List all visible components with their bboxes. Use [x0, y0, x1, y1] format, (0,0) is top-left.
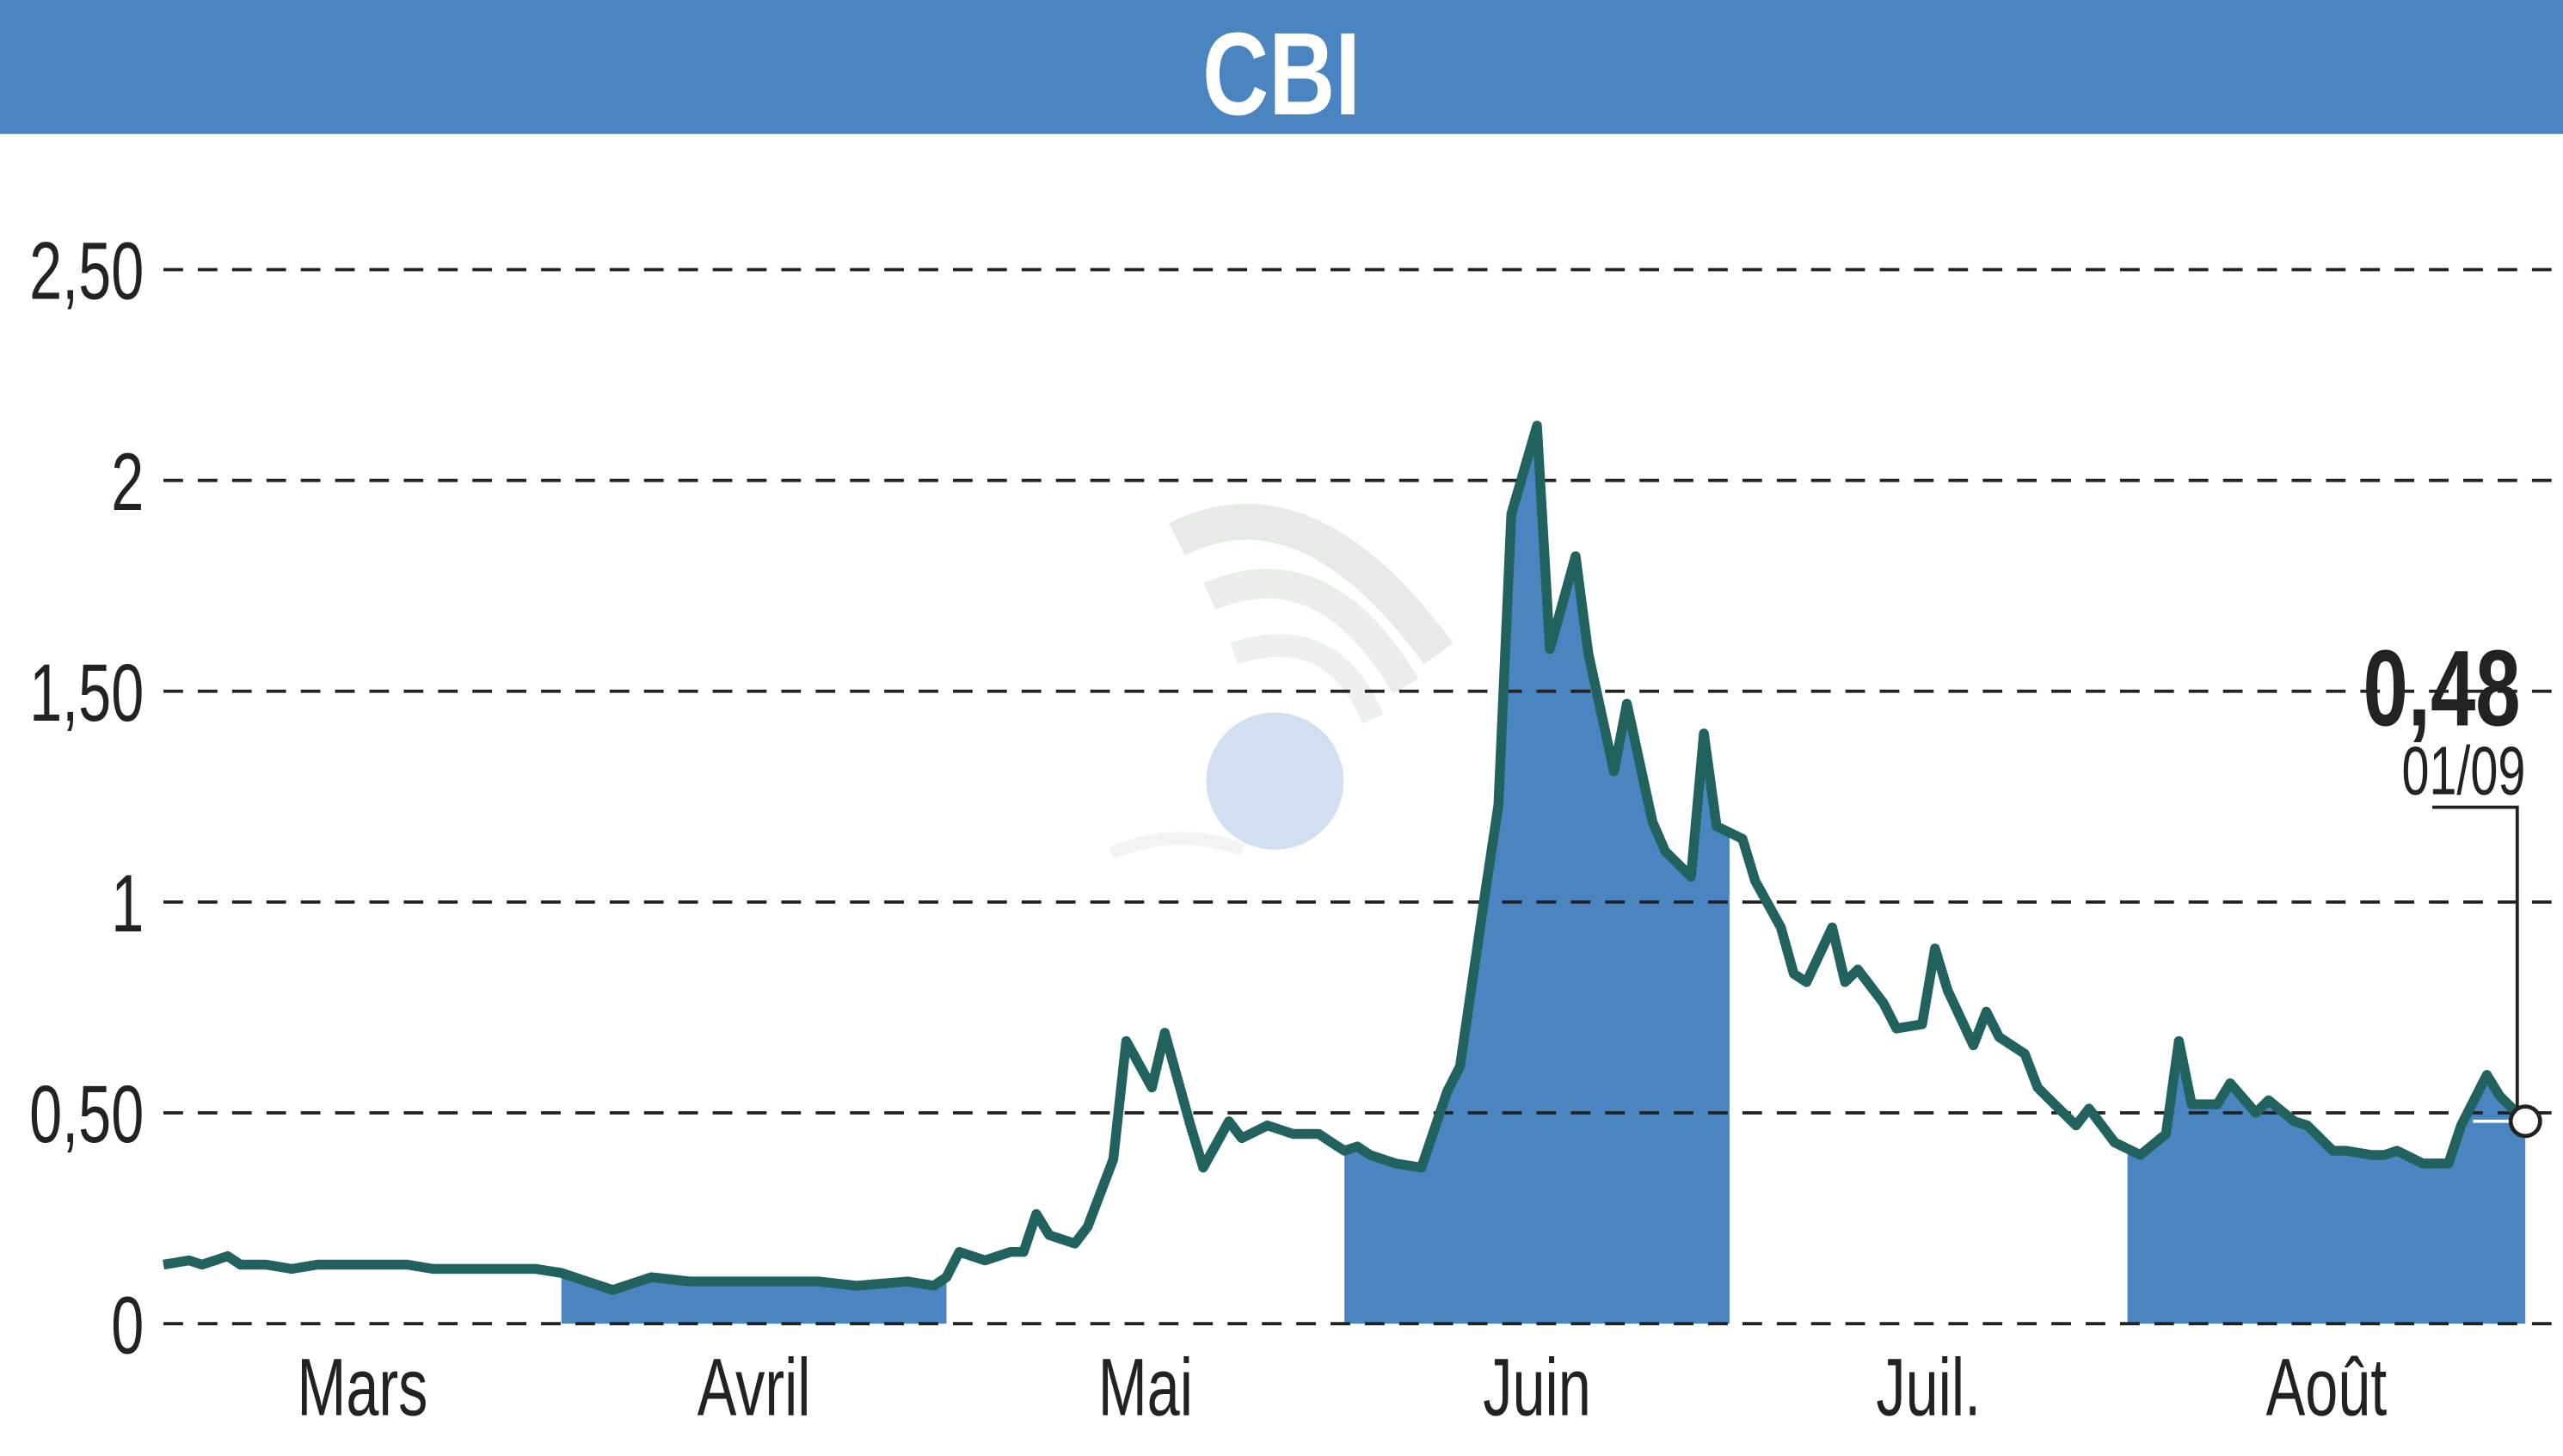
price-line	[163, 421, 2529, 1295]
x-tick-label: Mai	[1098, 1341, 1193, 1433]
y-tick-label: 0,50	[29, 1068, 144, 1160]
y-tick-label: 2	[111, 436, 144, 528]
watermark-logo-icon	[1109, 503, 1454, 859]
y-tick-label: 2,50	[29, 225, 144, 317]
last-value-label: 0,48	[2363, 630, 2521, 749]
y-tick-label: 1,50	[29, 647, 144, 739]
y-tick-label: 0	[111, 1279, 144, 1371]
x-tick-label: Août	[2266, 1341, 2388, 1433]
x-tick-label: Juin	[1483, 1341, 1590, 1433]
callout-leader	[2431, 805, 2519, 1121]
last-value-marker	[2508, 1104, 2542, 1139]
month-band-3	[1344, 425, 1730, 1324]
x-tick-label: Juil.	[1876, 1341, 1981, 1433]
x-tick-label: Mars	[297, 1341, 427, 1433]
chart-title: CBI	[1202, 8, 1361, 139]
title-bar	[0, 0, 2563, 134]
x-tick-label: Avril	[698, 1341, 811, 1433]
last-value-date: 01/09	[2401, 732, 2525, 809]
y-tick-label: 1	[111, 857, 144, 949]
